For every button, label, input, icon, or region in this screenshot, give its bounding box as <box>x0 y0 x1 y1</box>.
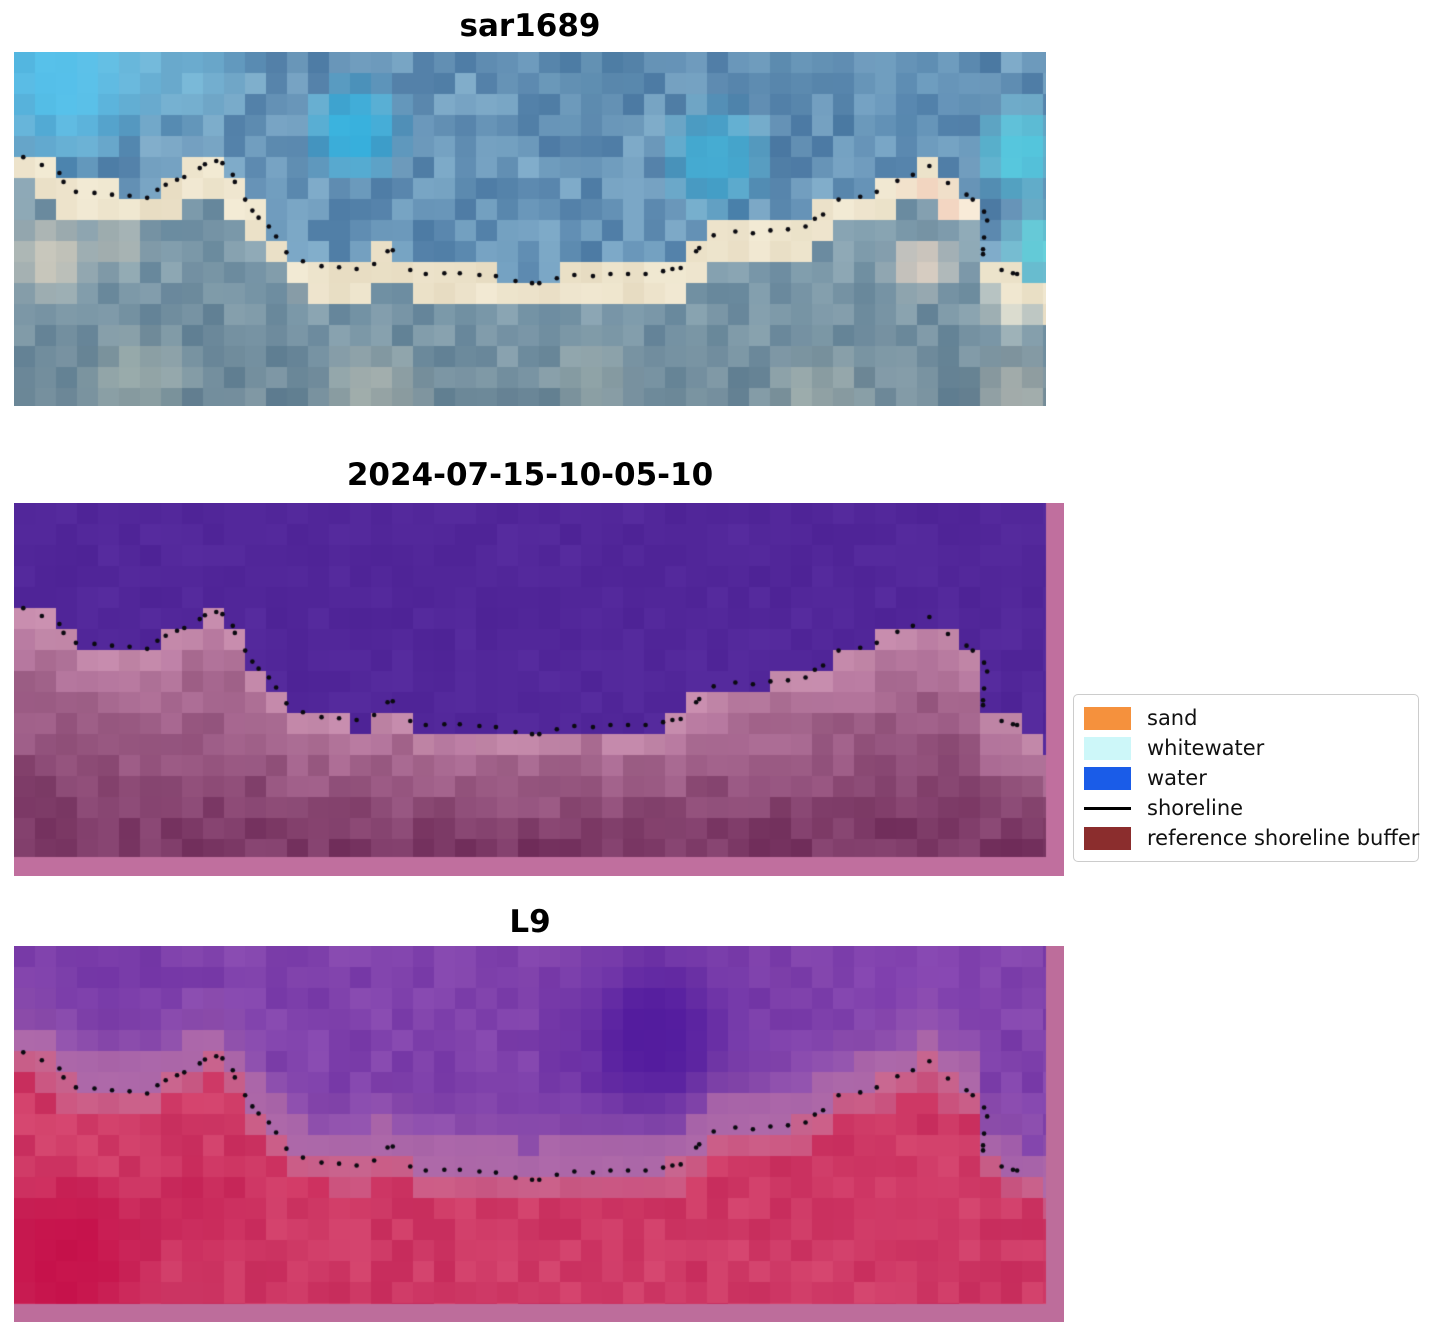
sar-image-panel <box>14 52 1046 406</box>
panel-title-sar: sar1689 <box>459 8 601 44</box>
legend-row-sand: sand <box>1084 703 1408 733</box>
shoreline-line-swatch <box>1084 806 1131 810</box>
legend-row-shoreline: shoreline <box>1084 793 1408 823</box>
sand-color-swatch <box>1084 706 1131 730</box>
legend-row-water: water <box>1084 763 1408 793</box>
whitewater-color-swatch <box>1084 736 1131 760</box>
classified-image-panel <box>14 503 1064 876</box>
legend-label-sand: sand <box>1147 706 1198 730</box>
reference-buffer-color-swatch <box>1084 826 1131 850</box>
legend-label-whitewater: whitewater <box>1147 736 1265 760</box>
legend-row-reference-buffer: reference shoreline buffer <box>1084 823 1419 853</box>
legend: sand whitewater water shoreline referenc… <box>1073 694 1419 862</box>
water-color-swatch <box>1084 766 1131 790</box>
legend-label-reference-buffer: reference shoreline buffer <box>1147 826 1420 850</box>
legend-row-whitewater: whitewater <box>1084 733 1408 763</box>
l9-image-panel <box>14 946 1064 1322</box>
panel-title-l9: L9 <box>509 904 551 940</box>
legend-label-water: water <box>1147 766 1207 790</box>
legend-label-shoreline: shoreline <box>1147 796 1244 820</box>
panel-title-classified-date: 2024-07-15-10-05-10 <box>346 457 714 493</box>
